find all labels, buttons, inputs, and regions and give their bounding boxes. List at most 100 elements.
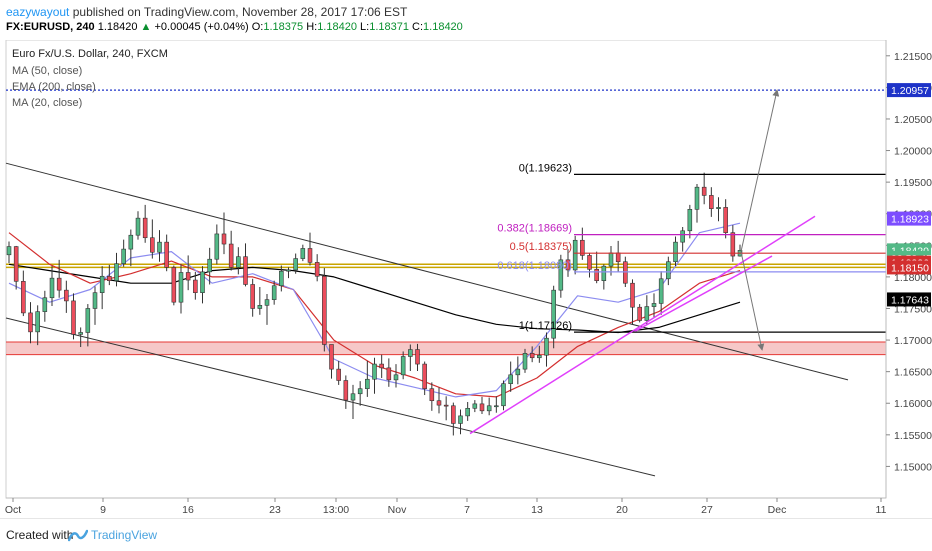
candle[interactable]: [64, 280, 69, 313]
trendline-support-1[interactable]: [469, 215, 816, 435]
candle[interactable]: [429, 382, 435, 411]
candle[interactable]: [171, 265, 177, 306]
candle[interactable]: [544, 332, 549, 367]
candle[interactable]: [529, 346, 535, 363]
chart-area[interactable]: 0(1.19623) 0.382(1.18669) 0.5(1.18375) 0.61…: [0, 40, 932, 518]
candle[interactable]: [365, 360, 370, 397]
candle[interactable]: [28, 302, 33, 344]
candle[interactable]: [236, 247, 241, 275]
candle[interactable]: [637, 304, 642, 323]
candle[interactable]: [21, 270, 26, 317]
candle[interactable]: [350, 384, 356, 420]
legend-ma50[interactable]: MA (50, close): [12, 65, 82, 77]
trendline-support-2[interactable]: [634, 255, 773, 332]
candle[interactable]: [515, 356, 521, 385]
candle[interactable]: [49, 266, 55, 306]
candle[interactable]: [357, 381, 363, 406]
candle[interactable]: [694, 184, 700, 223]
candle[interactable]: [666, 256, 671, 286]
candle[interactable]: [494, 396, 499, 413]
candle[interactable]: [408, 344, 413, 372]
price-chart[interactable]: 0(1.19623) 0.382(1.18669) 0.5(1.18375) 0.61…: [0, 40, 932, 518]
candle[interactable]: [42, 290, 48, 322]
candle[interactable]: [271, 280, 277, 305]
candle[interactable]: [587, 253, 592, 278]
candle[interactable]: [372, 357, 377, 394]
symbol-label[interactable]: FX:EURUSD, 240: [6, 21, 95, 33]
candle[interactable]: [178, 264, 184, 314]
candle[interactable]: [185, 255, 191, 291]
tradingview-brand[interactable]: TradingView: [91, 528, 158, 542]
time-axis[interactable]: Oct 9 16 23 13:00 Nov 7 13 20 27 Dec 11: [5, 497, 887, 516]
candle[interactable]: [479, 396, 485, 414]
candle[interactable]: [314, 254, 320, 282]
candle[interactable]: [379, 354, 384, 378]
candle[interactable]: [400, 351, 406, 380]
candle[interactable]: [264, 293, 270, 325]
candle[interactable]: [644, 295, 650, 325]
candle[interactable]: [56, 259, 62, 298]
candle[interactable]: [486, 397, 492, 416]
candle[interactable]: [558, 254, 564, 298]
channel-lower-line[interactable]: [5, 317, 656, 477]
candle[interactable]: [522, 348, 528, 373]
candle[interactable]: [286, 267, 291, 279]
candle[interactable]: [658, 271, 664, 315]
candle[interactable]: [730, 225, 736, 262]
legend-ema200[interactable]: EMA (200, close): [12, 81, 96, 93]
candle[interactable]: [243, 243, 248, 287]
candle[interactable]: [6, 241, 12, 263]
candle[interactable]: [601, 264, 607, 290]
fib-retracement[interactable]: 0(1.19623) 0.382(1.18669) 0.5(1.18375) 0.61…: [497, 162, 886, 333]
candle[interactable]: [322, 268, 327, 352]
candle[interactable]: [443, 396, 449, 421]
candle[interactable]: [422, 361, 427, 396]
candle[interactable]: [85, 304, 91, 347]
candle[interactable]: [594, 251, 599, 284]
candle[interactable]: [293, 253, 298, 274]
candle[interactable]: [716, 197, 721, 222]
legend-ma20[interactable]: MA (20, close): [12, 97, 82, 109]
candle[interactable]: [13, 245, 19, 290]
candle[interactable]: [300, 244, 306, 262]
candle[interactable]: [114, 252, 119, 287]
candle[interactable]: [279, 265, 284, 292]
candle[interactable]: [250, 278, 255, 317]
candle[interactable]: [228, 230, 234, 271]
candle[interactable]: [415, 343, 420, 372]
candle[interactable]: [537, 345, 542, 363]
candle[interactable]: [157, 230, 162, 262]
candle[interactable]: [214, 224, 220, 265]
candle[interactable]: [630, 279, 635, 325]
price-axis[interactable]: 1.15000 1.15500 1.16000 1.16500 1.17000 1.175…: [885, 40, 932, 498]
candle[interactable]: [207, 247, 212, 285]
candle[interactable]: [508, 361, 513, 392]
trend-drawings[interactable]: [469, 89, 816, 435]
candle[interactable]: [465, 401, 470, 421]
candle[interactable]: [307, 232, 313, 266]
candle[interactable]: [92, 286, 98, 325]
channel-upper-line[interactable]: [5, 162, 849, 381]
candle[interactable]: [651, 293, 657, 318]
candle[interactable]: [572, 235, 578, 275]
candle[interactable]: [121, 239, 126, 267]
candle[interactable]: [164, 234, 169, 272]
candle[interactable]: [107, 264, 112, 286]
candle[interactable]: [701, 172, 707, 205]
projection-arrow-down[interactable]: [740, 251, 765, 351]
candle[interactable]: [709, 187, 714, 217]
candle[interactable]: [680, 226, 685, 252]
candle[interactable]: [193, 271, 198, 300]
candle[interactable]: [723, 199, 728, 239]
candle[interactable]: [135, 211, 141, 240]
candle[interactable]: [336, 360, 341, 385]
candle[interactable]: [501, 380, 506, 411]
candle[interactable]: [458, 409, 463, 435]
candle[interactable]: [393, 364, 399, 388]
candle[interactable]: [451, 402, 456, 436]
candle[interactable]: [78, 327, 83, 348]
candle[interactable]: [35, 305, 40, 346]
candle[interactable]: [386, 358, 392, 387]
candle[interactable]: [436, 387, 442, 414]
candle[interactable]: [472, 400, 478, 413]
